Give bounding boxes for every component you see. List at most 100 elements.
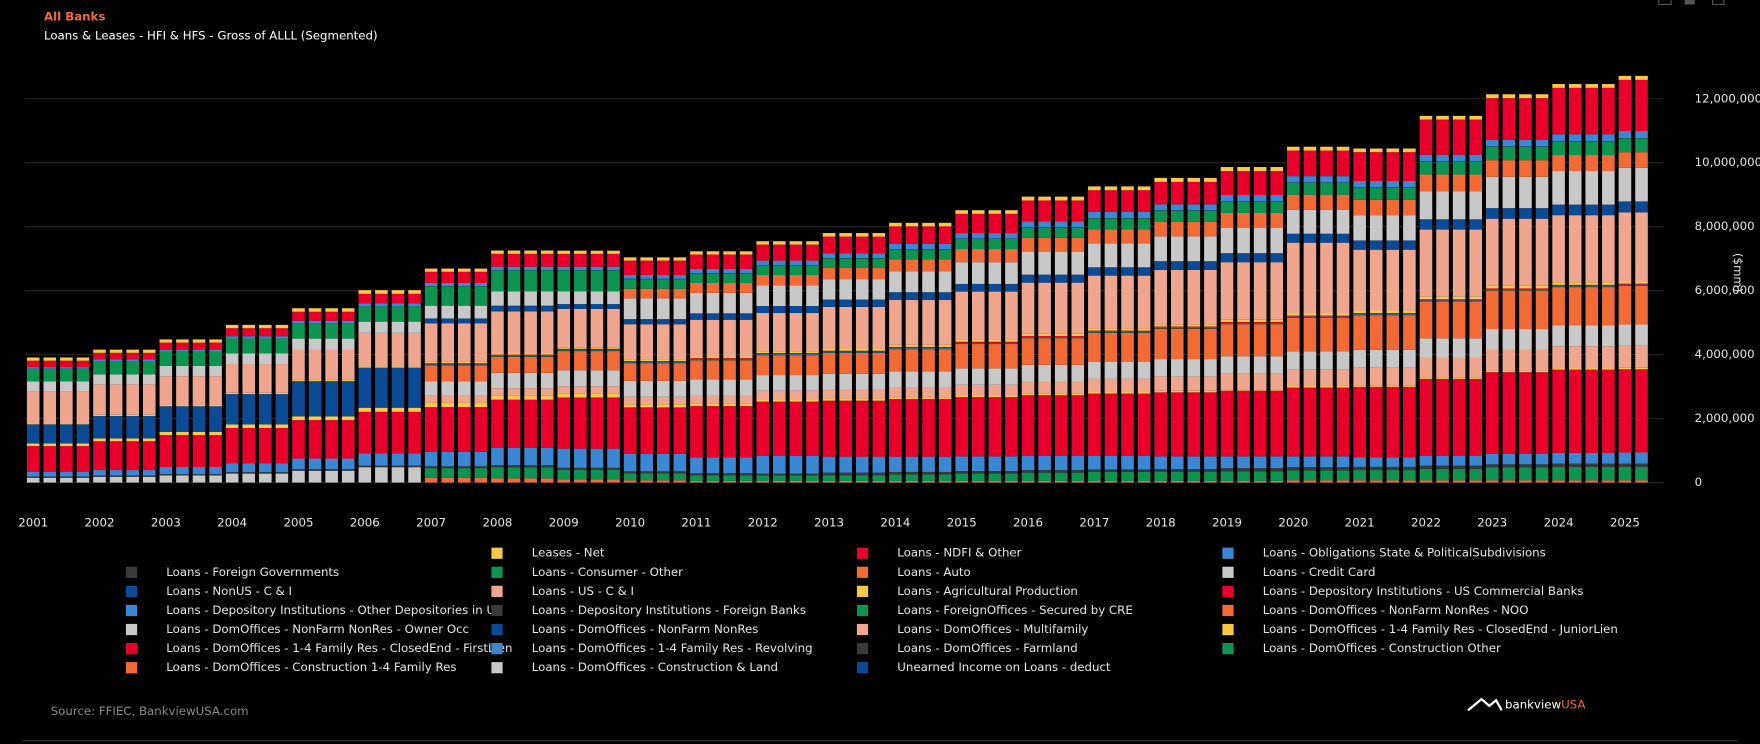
bar-segment [1154, 328, 1167, 360]
bar-segment [1054, 455, 1068, 471]
bar-segment [988, 249, 1002, 263]
bar-segment [1320, 480, 1333, 483]
bar-segment [308, 416, 322, 421]
bar-segment [441, 466, 455, 469]
bar-segment [955, 384, 969, 396]
bar-segment [1088, 393, 1101, 456]
bar-segment [574, 469, 587, 480]
bar-segment [441, 365, 455, 382]
bar-segment [1552, 480, 1565, 483]
bar-segment [491, 291, 504, 306]
bar-segment [706, 480, 720, 483]
legend-swatch [1222, 547, 1234, 559]
bar-segment [1320, 467, 1333, 471]
toolbar-icon[interactable] [1658, 0, 1672, 6]
bar-segment [623, 453, 637, 472]
bar-segment [259, 428, 272, 464]
bar-segment [225, 324, 239, 329]
bar-segment [822, 353, 836, 374]
bar-segment [507, 465, 521, 468]
bar-segment [441, 318, 455, 324]
bar-segment [1220, 324, 1234, 357]
bar-segment [1535, 372, 1549, 454]
bar-segment [1005, 397, 1018, 457]
bar-segment [242, 463, 256, 473]
x-tick-label: 2012 [748, 515, 778, 529]
x-tick-label: 2019 [1212, 515, 1242, 529]
bar-segment [1287, 316, 1300, 318]
bar-segment [773, 353, 786, 354]
bar-segment [955, 342, 969, 344]
bar-segment [524, 270, 537, 292]
bar-segment [1303, 387, 1317, 457]
bar-segment [938, 292, 952, 300]
legend-swatch [856, 662, 869, 674]
bar-segment [1121, 392, 1134, 394]
bar-segment [159, 365, 173, 377]
bar-segment [673, 361, 687, 362]
bar-segment [159, 342, 173, 350]
bar-segment [60, 367, 73, 369]
bar-segment [723, 395, 736, 404]
bar-segment [590, 479, 604, 483]
bar-segment [1038, 282, 1051, 334]
bar-segment [706, 473, 720, 476]
bar-segment [26, 446, 40, 472]
bar-segment [607, 348, 620, 350]
bar-segment [971, 480, 985, 483]
legend-swatch [1222, 585, 1234, 597]
bar-segment [1602, 134, 1615, 142]
toolbar-icon[interactable] [1684, 0, 1695, 5]
bar-segment [1170, 392, 1184, 457]
x-tick-label: 2025 [1610, 515, 1640, 529]
toolbar[interactable] [1658, 0, 1725, 6]
bar-segment [557, 308, 571, 348]
bar-segment [1552, 287, 1565, 326]
bar-segment [905, 292, 919, 300]
bar-segment [640, 359, 653, 362]
bar-segment [391, 290, 405, 294]
bar-segment [623, 404, 637, 408]
bar-segment [1137, 331, 1151, 333]
bar-segment [623, 298, 637, 320]
bar-segment [1021, 221, 1035, 227]
bar-segment [60, 360, 73, 368]
bar-segment [358, 453, 372, 466]
bar-segment [773, 285, 786, 306]
bar-segment [623, 363, 637, 381]
bar-segment [1071, 338, 1085, 365]
bar-segment [1320, 182, 1333, 195]
bar-segment [1038, 455, 1051, 471]
bar-segment [159, 431, 173, 436]
bar-segment [1585, 215, 1599, 283]
bar-segment [1386, 315, 1400, 350]
bar-segment [1369, 386, 1383, 458]
bar-segment [524, 353, 537, 355]
bar-segment [1154, 480, 1167, 483]
bar-segment [1336, 315, 1350, 317]
bar-segment [1519, 285, 1532, 289]
bar-segment [922, 480, 935, 483]
bar-segment [1253, 322, 1267, 324]
bar-segment [988, 368, 1002, 385]
bar-segment [1021, 196, 1035, 201]
bar-segment [474, 271, 488, 283]
bar-segment [1369, 148, 1383, 153]
bar-segment [889, 299, 902, 345]
bar-segment [1535, 464, 1549, 468]
bar-segment [1369, 199, 1383, 216]
bar-segment [673, 471, 687, 474]
bar-segment [242, 336, 256, 339]
bar-segment [690, 395, 703, 404]
bar-segment [806, 265, 819, 275]
bar-segment [1270, 322, 1284, 324]
bar-segment [126, 475, 139, 477]
bar-segment [855, 258, 869, 268]
bar-segment [756, 480, 770, 483]
x-tick-label: 2002 [85, 515, 115, 529]
bar-segment [806, 475, 819, 481]
bar-segment [855, 389, 869, 399]
bar-segment [109, 352, 123, 360]
toolbar-icon[interactable] [1712, 0, 1725, 6]
bar-segment [1552, 369, 1565, 453]
